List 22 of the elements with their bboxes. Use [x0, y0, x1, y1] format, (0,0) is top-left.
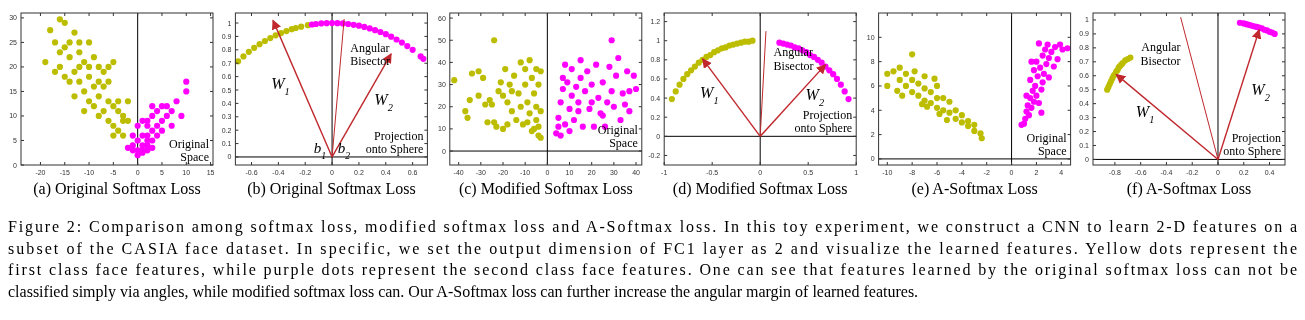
annotation: Original Space [169, 136, 210, 164]
series-label: W$_{2}$ [374, 91, 393, 113]
x-axis-title: (f) A-Softmax Loss [1126, 180, 1252, 198]
series-label: W$_{1}$ [700, 83, 719, 106]
annotation: Projection onto Sphere [794, 108, 853, 136]
annotation: b$_{1}$ [313, 139, 327, 161]
series-label: W$_{1}$ [1135, 102, 1155, 125]
series-label: W$_{2}$ [805, 86, 825, 108]
series-label: W$_{1}$ [271, 74, 290, 97]
annotation: Original Space [1026, 130, 1068, 158]
x-axis-title: (e) A-Softmax Loss [911, 180, 1038, 198]
annotation: Angular Bisector [1140, 40, 1181, 68]
annotation: Projection onto Sphere [1223, 131, 1281, 159]
annotation: Original Space [597, 122, 639, 151]
x-axis-title: (b) Original Softmax Loss [247, 180, 416, 198]
x-axis-title: (a) Original Softmax Loss [33, 180, 201, 198]
caption: Figure 2: Comparison among softmax loss, modified softmax loss and A-Softmax loss. In this toy experiment, we construct a CNN to learn 2-D features on a subset of the CASIA face dataset. In specific, we set the output dimension of FC1 layer as 2 and visualize the learned features. Yellow dots represent the first class face features, while purple dots represent the second class face features. One can see that features learned by the original softmax loss can not be classified simply via angles, while modified softmax loss can. Our A-Softmax loss can further increase the angular margin of learned features. [8, 218, 1297, 301]
series-label: W$_{2}$ [1251, 80, 1270, 103]
annotation: Projection onto Sphere [365, 128, 424, 156]
x-axis-title: (d) Modified Softmax Loss [672, 180, 848, 198]
annotation: b$_{2}$ [337, 139, 351, 161]
x-axis-title: (c) Modified Softmax Loss [458, 180, 633, 198]
